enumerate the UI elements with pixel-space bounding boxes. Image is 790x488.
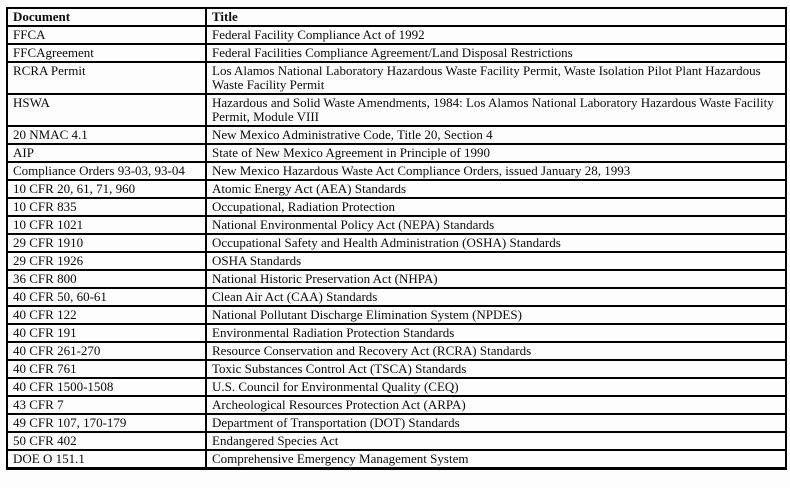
title-cell: Resource Conservation and Recovery Act (…	[205, 341, 787, 361]
table-row: HSWA Hazardous and Solid Waste Amendment…	[6, 93, 787, 127]
table-row: 40 CFR 191 Environmental Radiation Prote…	[6, 323, 787, 343]
title-cell: National Pollutant Discharge Elimination…	[205, 305, 787, 325]
title-cell: Atomic Energy Act (AEA) Standards	[205, 179, 787, 199]
table-row: RCRA Permit Los Alamos National Laborato…	[6, 61, 787, 95]
table-row: DOE O 151.1 Comprehensive Emergency Mana…	[6, 449, 787, 470]
table-row: 29 CFR 1926 OSHA Standards	[6, 251, 787, 271]
table-row: FFCA Federal Facility Compliance Act of …	[6, 25, 787, 45]
document-cell: 36 CFR 800	[6, 269, 207, 289]
table-row: 40 CFR 122 National Pollutant Discharge …	[6, 305, 787, 325]
title-cell: National Historic Preservation Act (NHPA…	[205, 269, 787, 289]
document-cell: AIP	[6, 143, 207, 163]
table-row: 36 CFR 800 National Historic Preservatio…	[6, 269, 787, 289]
table-row: Compliance Orders 93-03, 93-04 New Mexic…	[6, 161, 787, 181]
title-cell: Federal Facility Compliance Act of 1992	[205, 25, 787, 45]
document-cell: 50 CFR 402	[6, 431, 207, 451]
table-row: 10 CFR 835 Occupational, Radiation Prote…	[6, 197, 787, 217]
title-cell: U.S. Council for Environmental Quality (…	[205, 377, 787, 397]
title-cell: OSHA Standards	[205, 251, 787, 271]
title-cell: Archeological Resources Protection Act (…	[205, 395, 787, 415]
compliance-documents-table: Document Title FFCA Federal Facility Com…	[6, 7, 787, 470]
table-row: 29 CFR 1910 Occupational Safety and Heal…	[6, 233, 787, 253]
column-header-document: Document	[6, 7, 207, 27]
document-cell: 43 CFR 7	[6, 395, 207, 415]
document-cell: 29 CFR 1910	[6, 233, 207, 253]
title-cell: Occupational, Radiation Protection	[205, 197, 787, 217]
table-row: 49 CFR 107, 170-179 Department of Transp…	[6, 413, 787, 433]
title-cell: Clean Air Act (CAA) Standards	[205, 287, 787, 307]
document-cell: FFCA	[6, 25, 207, 45]
title-cell: Comprehensive Emergency Management Syste…	[205, 449, 787, 470]
document-cell: 20 NMAC 4.1	[6, 125, 207, 145]
title-cell: Toxic Substances Control Act (TSCA) Stan…	[205, 359, 787, 379]
title-cell: New Mexico Hazardous Waste Act Complianc…	[205, 161, 787, 181]
document-cell: 40 CFR 1500-1508	[6, 377, 207, 397]
document-cell: 10 CFR 20, 61, 71, 960	[6, 179, 207, 199]
document-cell: RCRA Permit	[6, 61, 207, 95]
table-row: 40 CFR 761 Toxic Substances Control Act …	[6, 359, 787, 379]
document-cell: DOE O 151.1	[6, 449, 207, 470]
table-row: 43 CFR 7 Archeological Resources Protect…	[6, 395, 787, 415]
table-header-row: Document Title	[6, 7, 787, 27]
document-cell: 40 CFR 191	[6, 323, 207, 343]
title-cell: Occupational Safety and Health Administr…	[205, 233, 787, 253]
document-cell: 40 CFR 122	[6, 305, 207, 325]
table-row: AIP State of New Mexico Agreement in Pri…	[6, 143, 787, 163]
table-row: 40 CFR 261-270 Resource Conservation and…	[6, 341, 787, 361]
title-cell: Environmental Radiation Protection Stand…	[205, 323, 787, 343]
document-cell: 40 CFR 50, 60-61	[6, 287, 207, 307]
title-cell: National Environmental Policy Act (NEPA)…	[205, 215, 787, 235]
document-cell: 10 CFR 835	[6, 197, 207, 217]
title-cell: Department of Transportation (DOT) Stand…	[205, 413, 787, 433]
table-row: 40 CFR 1500-1508 U.S. Council for Enviro…	[6, 377, 787, 397]
title-cell: Hazardous and Solid Waste Amendments, 19…	[205, 93, 787, 127]
document-cell: 40 CFR 761	[6, 359, 207, 379]
table-row: 50 CFR 402 Endangered Species Act	[6, 431, 787, 451]
title-cell: Federal Facilities Compliance Agreement/…	[205, 43, 787, 63]
document-cell: 10 CFR 1021	[6, 215, 207, 235]
column-header-title: Title	[205, 7, 787, 27]
document-cell: 40 CFR 261-270	[6, 341, 207, 361]
document-cell: Compliance Orders 93-03, 93-04	[6, 161, 207, 181]
document-cell: 49 CFR 107, 170-179	[6, 413, 207, 433]
title-cell: State of New Mexico Agreement in Princip…	[205, 143, 787, 163]
title-cell: Endangered Species Act	[205, 431, 787, 451]
document-cell: 29 CFR 1926	[6, 251, 207, 271]
title-cell: Los Alamos National Laboratory Hazardous…	[205, 61, 787, 95]
table-row: 20 NMAC 4.1 New Mexico Administrative Co…	[6, 125, 787, 145]
document-cell: HSWA	[6, 93, 207, 127]
table-row: 10 CFR 1021 National Environmental Polic…	[6, 215, 787, 235]
table-row: 10 CFR 20, 61, 71, 960 Atomic Energy Act…	[6, 179, 787, 199]
title-cell: New Mexico Administrative Code, Title 20…	[205, 125, 787, 145]
table-row: FFCAgreement Federal Facilities Complian…	[6, 43, 787, 63]
table-row: 40 CFR 50, 60-61 Clean Air Act (CAA) Sta…	[6, 287, 787, 307]
document-cell: FFCAgreement	[6, 43, 207, 63]
